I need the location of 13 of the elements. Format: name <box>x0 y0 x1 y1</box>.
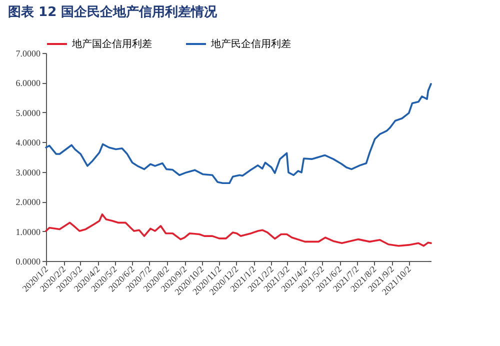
y-tick-label: 1.0000 <box>16 226 41 237</box>
y-tick-label: 6.0000 <box>16 78 41 88</box>
line-series <box>45 213 432 247</box>
y-tick-label: 0.0000 <box>16 256 41 266</box>
chart-title: 图表 12 国企民企地产信用利差情况 <box>8 4 218 20</box>
y-tick-label: 3.0000 <box>16 167 41 178</box>
y-tick-label: 4.0000 <box>16 138 41 148</box>
line-series <box>45 83 432 184</box>
y-tick-label: 5.0000 <box>16 108 41 118</box>
y-tick-label: 7.0000 <box>16 48 41 58</box>
legend-label: 地产国企信用利差 <box>71 38 152 50</box>
y-tick-label: 2.0000 <box>16 197 41 208</box>
legend-label: 地产民企信用利差 <box>210 38 291 50</box>
